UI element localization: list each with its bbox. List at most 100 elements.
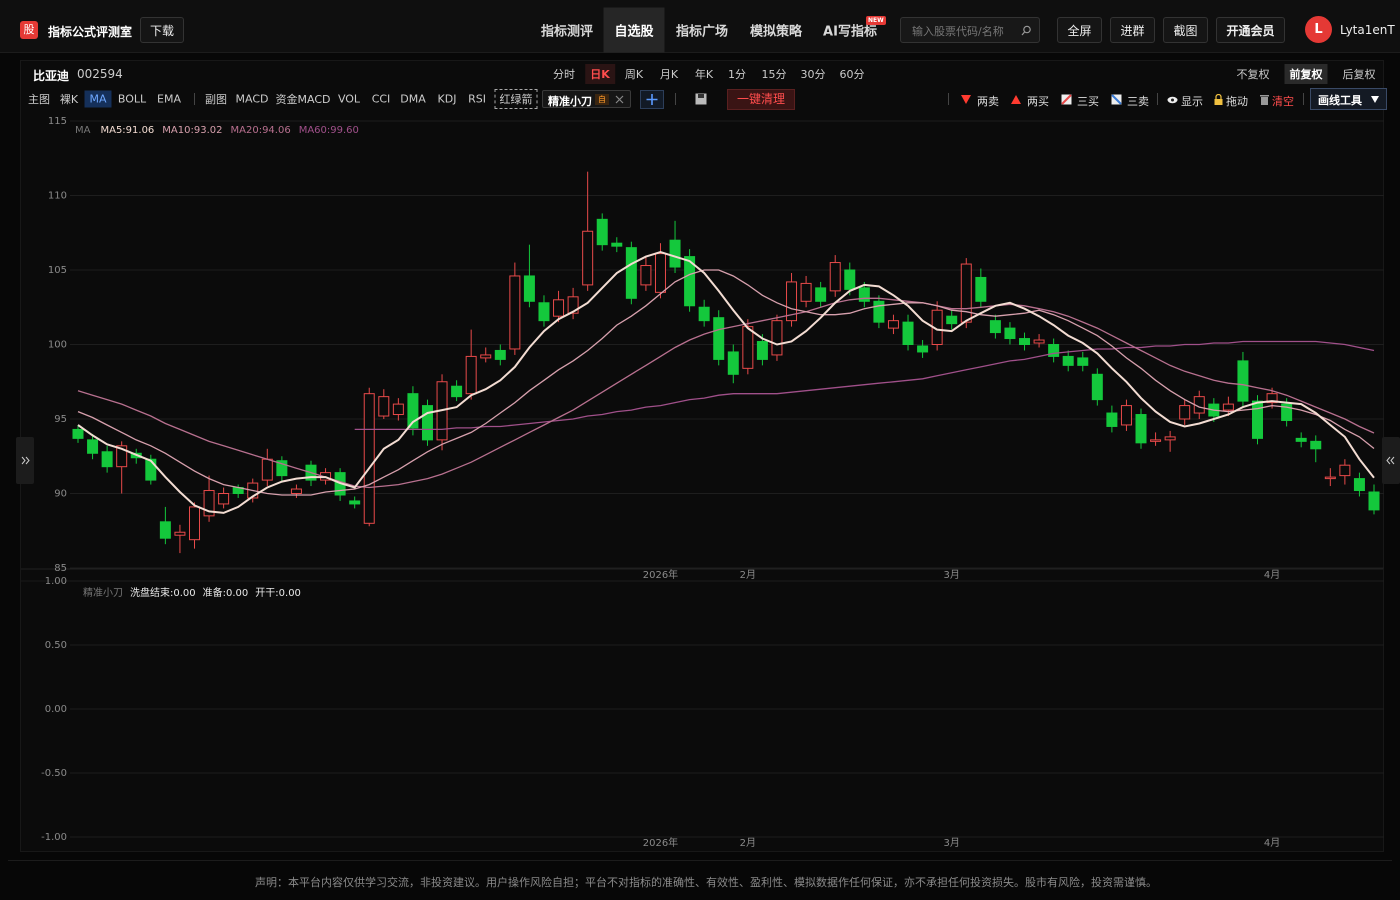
nav-item[interactable]: 指标测评 (540, 24, 594, 40)
close-icon[interactable] (615, 95, 624, 104)
brand: 指标公式评测室 (48, 25, 133, 39)
sub-indicator[interactable]: MACD (235, 92, 269, 106)
legend-entry: 准备:0.00 (203, 586, 249, 599)
custom-indicator: 精准小刀 (548, 95, 592, 108)
period[interactable]: 日K (585, 64, 615, 84)
x-tick-label: 2月 (740, 569, 756, 581)
period[interactable]: 30分 (800, 68, 826, 81)
candle-body (87, 439, 99, 454)
add-indicator[interactable] (640, 90, 664, 109)
y-tick-label: -0.50 (41, 768, 67, 779)
signal[interactable]: 三卖 (1127, 95, 1149, 108)
main-indicator[interactable]: BOLL (117, 92, 147, 106)
avatar[interactable]: L (1305, 16, 1332, 43)
sub-indicator[interactable]: RSI (468, 92, 486, 106)
main-indicator[interactable]: 主图 (28, 93, 50, 106)
search-box[interactable]: 输入股票代码/名称 (900, 17, 1040, 43)
ma-line (77, 251, 1375, 514)
header-button[interactable]: 全屏 (1057, 17, 1102, 43)
arrow-toggle[interactable]: 红绿箭 (494, 89, 538, 109)
stock-code: 002594 (77, 67, 123, 81)
sub-indicator[interactable]: DMA (400, 92, 426, 106)
separator (1303, 93, 1304, 105)
custom-indicator-chip[interactable]: 精准小刀 自 (542, 90, 631, 108)
ma-line (77, 297, 1375, 489)
x-tick-label: 3月 (944, 837, 960, 849)
signal[interactable]: 两买 (1027, 95, 1049, 108)
period[interactable]: 1分 (728, 68, 746, 81)
expand-right[interactable] (1382, 437, 1400, 484)
y-tick-label: 0.50 (45, 640, 67, 651)
sub-indicator[interactable]: 副图 (205, 93, 227, 106)
candle-body (1281, 403, 1293, 421)
main-indicator[interactable]: MA (84, 90, 112, 108)
candle-body (349, 500, 361, 505)
expand-left[interactable] (16, 437, 34, 484)
y-tick-label: 0.00 (45, 704, 67, 715)
sub-indicator[interactable]: VOL (337, 92, 361, 106)
nav-item[interactable]: 模拟策略 (749, 24, 803, 40)
draw-tools-button[interactable]: 画线工具 (1310, 88, 1387, 110)
download-button[interactable]: 下载 (140, 17, 184, 43)
header-button[interactable]: 开通会员 (1216, 17, 1285, 43)
custom-badge: 自 (595, 94, 609, 105)
candle-body (786, 281, 798, 322)
candle-body (684, 256, 696, 307)
header-button[interactable]: 进群 (1110, 17, 1155, 43)
candle-body (727, 351, 739, 375)
sub-indicator[interactable]: KDJ (437, 92, 457, 106)
candle-body (1353, 478, 1365, 492)
candle-body (611, 242, 623, 247)
signal[interactable]: 三买 (1077, 95, 1099, 108)
period[interactable]: 60分 (839, 68, 865, 81)
candle-body (363, 393, 375, 524)
x-tick-label: 2026年 (643, 568, 678, 581)
candle-body (654, 253, 666, 293)
clear-button[interactable]: 一键清理 (727, 89, 795, 110)
adjust-option[interactable]: 不复权 (1236, 68, 1270, 81)
show-toggle[interactable]: 显示 (1181, 95, 1203, 108)
trash-icon (1260, 95, 1269, 105)
nav-item[interactable]: AI写指标 (823, 24, 877, 40)
candle-body (946, 315, 958, 325)
candle-body (1179, 405, 1191, 420)
stock-name: 比亚迪 (33, 69, 70, 83)
y-tick-label: 85 (54, 563, 67, 574)
y-tick-label: 95 (54, 414, 67, 425)
signal[interactable]: 两卖 (977, 95, 999, 108)
candle-body (480, 354, 492, 359)
legend-entry: MA60:99.60 (299, 125, 359, 136)
candle-body (451, 385, 463, 398)
header-button[interactable]: 截图 (1163, 17, 1208, 43)
plus-icon (646, 94, 658, 105)
main-indicator[interactable]: EMA (157, 92, 181, 106)
candle-body (887, 320, 899, 329)
period[interactable]: 分时 (553, 68, 575, 81)
candle-body (1120, 405, 1132, 426)
save-icon[interactable] (695, 93, 707, 105)
drag-toggle[interactable]: 拖动 (1226, 95, 1248, 108)
separator (1157, 93, 1158, 105)
period[interactable]: 周K (624, 68, 644, 81)
logo[interactable]: 股 (20, 21, 38, 39)
user-name[interactable]: Lyta1enT (1340, 23, 1395, 37)
candle-body (756, 341, 768, 360)
sub-indicator[interactable]: 资金MACD (275, 93, 331, 106)
candle-body (392, 403, 404, 416)
period[interactable]: 年K (694, 68, 714, 81)
nav-item[interactable]: 指标广场 (675, 24, 729, 40)
y-tick-label: 105 (48, 265, 67, 276)
candle-body (1135, 414, 1147, 444)
buy-icon (1011, 95, 1021, 104)
candle-body (567, 296, 579, 314)
period[interactable]: 15分 (761, 68, 787, 81)
period[interactable]: 月K (659, 68, 679, 81)
main-indicator[interactable]: 裸K (59, 93, 79, 106)
adjust-option[interactable]: 前复权 (1284, 64, 1328, 84)
eye-icon (1167, 96, 1178, 104)
candle-body (858, 287, 870, 302)
adjust-option[interactable]: 后复权 (1342, 68, 1376, 81)
clear-drawings[interactable]: 清空 (1272, 95, 1294, 108)
sub-indicator[interactable]: CCI (371, 92, 391, 106)
nav-item[interactable]: 自选股 (603, 7, 665, 53)
